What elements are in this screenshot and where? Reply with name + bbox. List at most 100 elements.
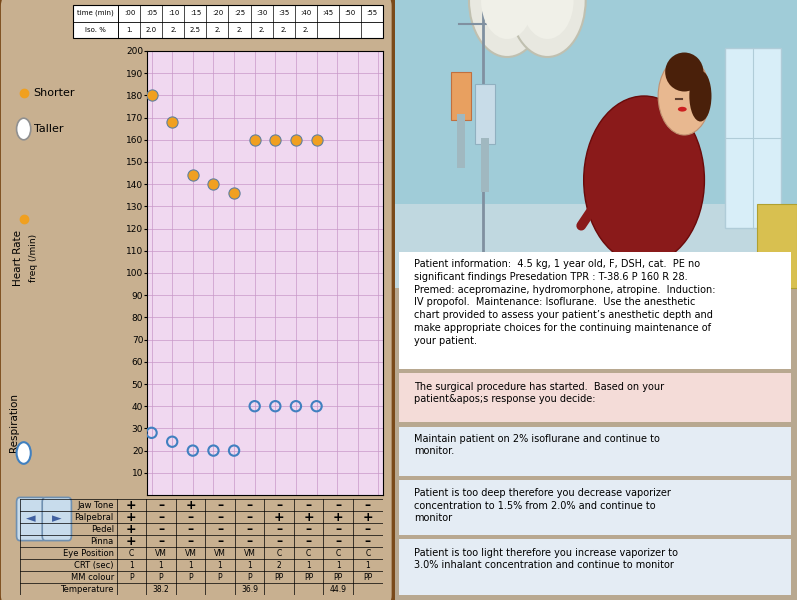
Text: 1: 1 (306, 560, 311, 570)
Text: C: C (306, 548, 312, 558)
Circle shape (481, 0, 533, 39)
Bar (475, 84, 495, 144)
Text: 1: 1 (247, 560, 252, 570)
Text: 1: 1 (188, 560, 193, 570)
Text: 36.9: 36.9 (241, 584, 258, 594)
Text: PP: PP (363, 572, 372, 582)
Text: Patient is too light therefore you increase vaporizer to
3.0% inhalant concentra: Patient is too light therefore you incre… (414, 548, 678, 570)
Text: –: – (187, 511, 194, 524)
Text: :15: :15 (190, 10, 201, 16)
Text: P: P (247, 572, 252, 582)
Bar (395, 0, 797, 204)
Text: –: – (246, 535, 253, 548)
Text: 2.: 2. (258, 27, 265, 33)
Circle shape (509, 0, 586, 57)
Text: :20: :20 (212, 10, 223, 16)
Text: –: – (158, 523, 164, 536)
Bar (724, 48, 781, 228)
Point (310, 135, 323, 145)
Text: time (min): time (min) (77, 10, 114, 16)
Bar (395, 0, 797, 288)
Text: C: C (277, 548, 282, 558)
Text: –: – (365, 523, 371, 536)
Point (207, 446, 220, 455)
Circle shape (521, 0, 574, 39)
Text: Respiration: Respiration (9, 394, 19, 452)
Text: Patient is too deep therefore you decrease vaporizer
concentration to 1.5% from : Patient is too deep therefore you decrea… (414, 488, 671, 523)
Text: Patient information:  4.5 kg, 1 year old, F, DSH, cat.  PE no
significant findin: Patient information: 4.5 kg, 1 year old,… (414, 259, 716, 346)
Text: :10: :10 (167, 10, 179, 16)
Point (207, 179, 220, 189)
Text: MM colour: MM colour (71, 572, 114, 582)
FancyBboxPatch shape (42, 497, 72, 541)
Text: –: – (365, 499, 371, 512)
Text: –: – (336, 499, 341, 512)
Text: P: P (129, 572, 134, 582)
Text: C: C (365, 548, 371, 558)
Text: +: + (363, 511, 373, 524)
Point (249, 401, 261, 411)
Text: VM: VM (155, 548, 167, 558)
Text: –: – (158, 535, 164, 548)
Text: :35: :35 (278, 10, 289, 16)
Text: 2: 2 (277, 560, 281, 570)
Text: :25: :25 (234, 10, 245, 16)
Point (269, 135, 281, 145)
Text: 2.: 2. (281, 27, 287, 33)
Text: C: C (129, 548, 134, 558)
Bar (481, 138, 489, 192)
Text: :00: :00 (124, 10, 135, 16)
Text: 38.2: 38.2 (152, 584, 169, 594)
Text: 2.: 2. (214, 27, 221, 33)
Bar (395, 204, 797, 288)
Bar (451, 72, 471, 120)
Point (228, 446, 241, 455)
Text: VM: VM (185, 548, 196, 558)
Point (186, 170, 199, 180)
Text: –: – (217, 499, 223, 512)
Text: Palpebral: Palpebral (75, 512, 114, 521)
Text: Shorter: Shorter (33, 88, 75, 98)
Text: +: + (126, 499, 137, 512)
Ellipse shape (678, 107, 687, 112)
Text: :50: :50 (344, 10, 355, 16)
Text: 2.5: 2.5 (190, 27, 201, 33)
Text: 1: 1 (129, 560, 134, 570)
Text: :45: :45 (322, 10, 333, 16)
Text: Temperature: Temperature (61, 584, 114, 594)
Circle shape (658, 57, 710, 135)
Text: 2.: 2. (170, 27, 177, 33)
Text: –: – (217, 535, 223, 548)
Text: P: P (188, 572, 193, 582)
Text: –: – (187, 523, 194, 536)
Circle shape (17, 118, 31, 140)
Text: –: – (158, 499, 164, 512)
Circle shape (469, 0, 545, 57)
Point (289, 135, 302, 145)
Text: The surgical procedure has started.  Based on your
patient&apos;s response you d: The surgical procedure has started. Base… (414, 382, 665, 404)
Text: –: – (305, 535, 312, 548)
Text: +: + (126, 523, 137, 536)
Point (186, 446, 199, 455)
Text: –: – (336, 535, 341, 548)
Text: –: – (158, 511, 164, 524)
Bar (757, 204, 797, 288)
Text: –: – (336, 523, 341, 536)
Text: P: P (159, 572, 163, 582)
Text: –: – (305, 523, 312, 536)
Text: –: – (187, 535, 194, 548)
FancyBboxPatch shape (389, 479, 797, 536)
Text: 1: 1 (218, 560, 222, 570)
Text: +: + (304, 511, 314, 524)
Point (228, 188, 241, 198)
Point (269, 401, 281, 411)
FancyArrowPatch shape (581, 158, 626, 226)
Text: +: + (126, 535, 137, 548)
Text: Pedel: Pedel (91, 524, 114, 534)
Text: P: P (218, 572, 222, 582)
Text: :05: :05 (146, 10, 157, 16)
Text: PP: PP (334, 572, 343, 582)
Text: 1.: 1. (126, 27, 133, 33)
Text: freq (/min): freq (/min) (29, 234, 38, 282)
Text: +: + (274, 511, 285, 524)
